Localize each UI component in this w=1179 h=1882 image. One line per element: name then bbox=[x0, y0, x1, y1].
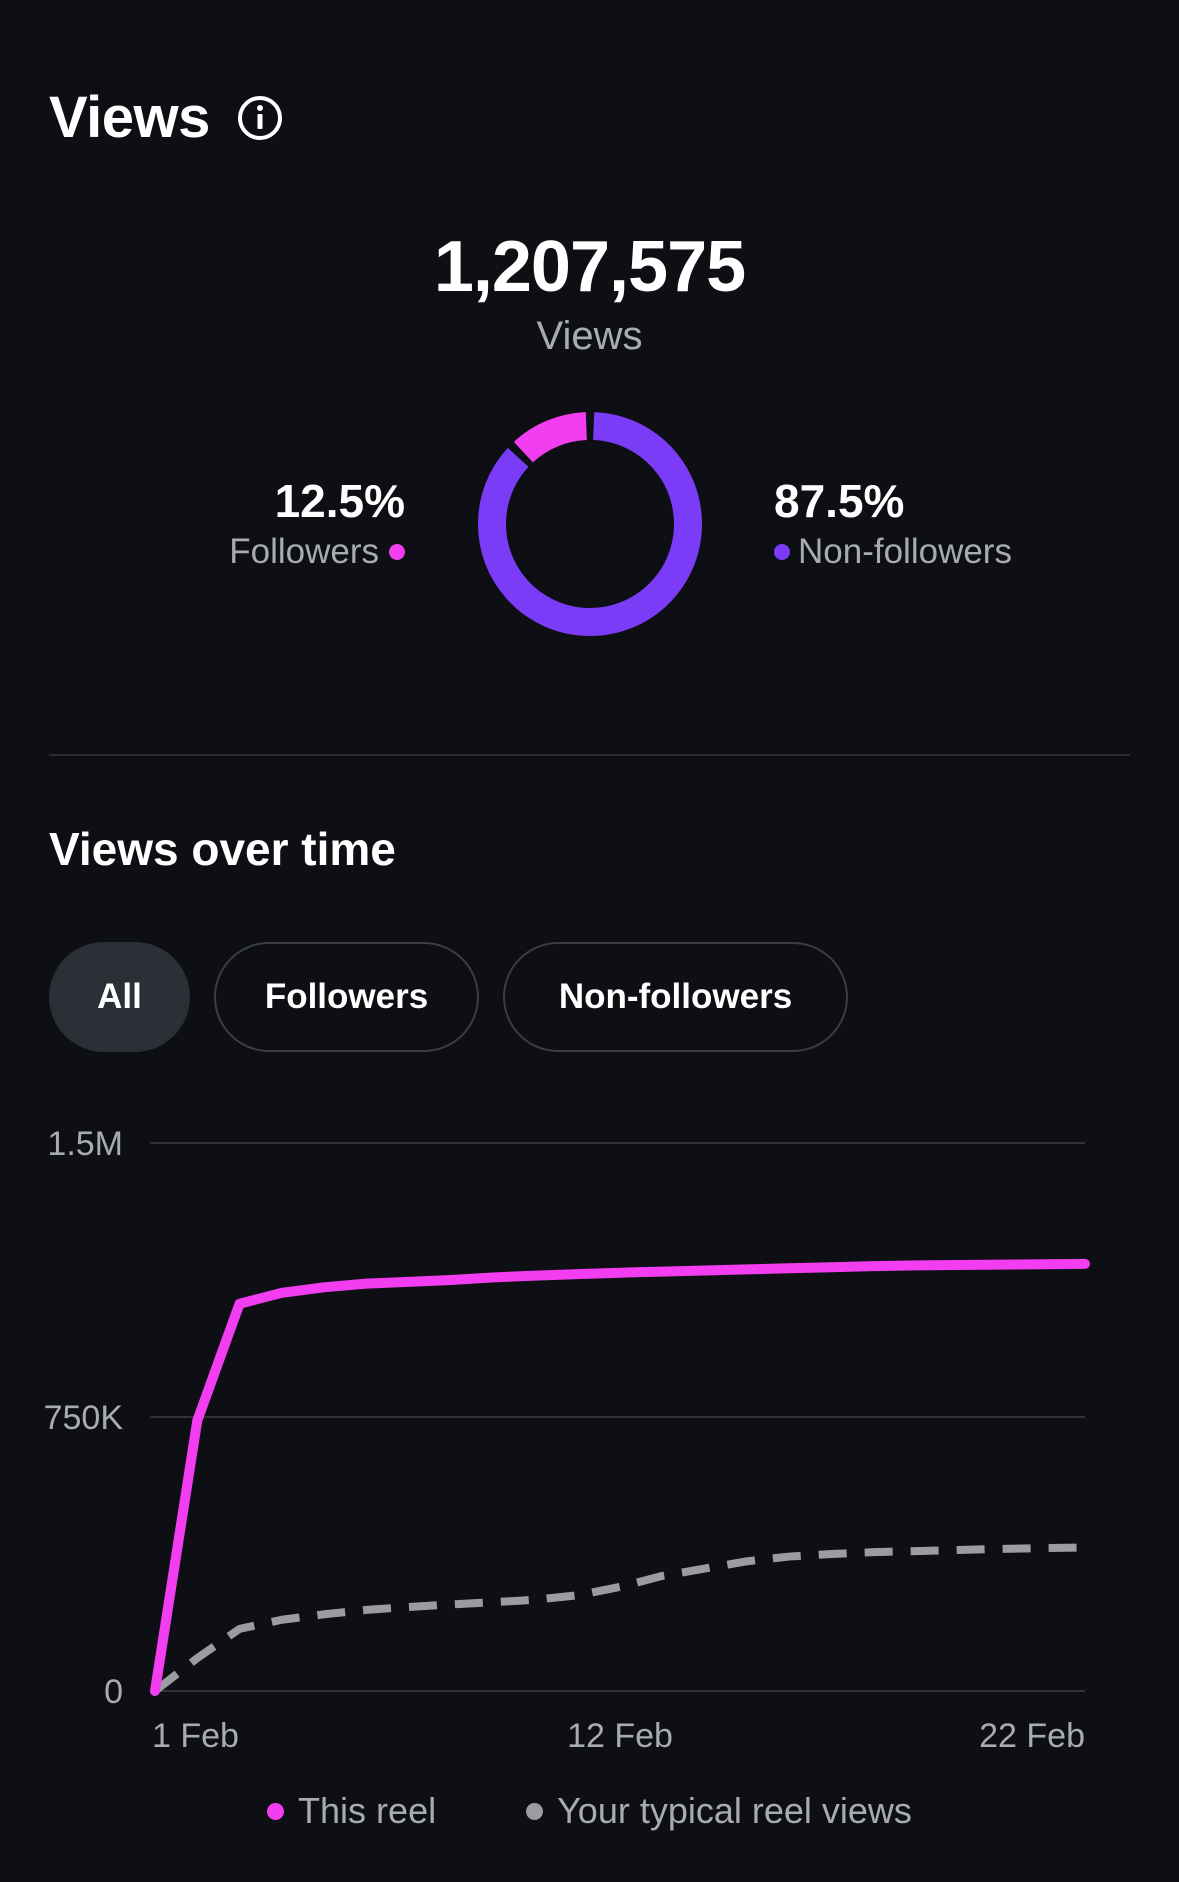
filter-all-button[interactable]: All bbox=[49, 942, 190, 1052]
filter-followers-button[interactable]: Followers bbox=[214, 942, 479, 1052]
chart-legend: This reel Your typical reel views bbox=[0, 1790, 1179, 1832]
views-donut-chart bbox=[478, 412, 702, 636]
this-reel-dot-icon bbox=[267, 1802, 285, 1820]
followers-pct: 12.5% bbox=[274, 475, 405, 527]
legend-item-typical: Your typical reel views bbox=[526, 1790, 912, 1832]
x-tick-label: 12 Feb bbox=[567, 1717, 673, 1755]
non-followers-slice bbox=[478, 412, 702, 636]
legend-label: This reel bbox=[298, 1790, 437, 1831]
total-views-label: Views bbox=[536, 314, 643, 358]
y-tick-label: 0 bbox=[104, 1673, 123, 1711]
filter-pills: All Followers Non-followers bbox=[49, 942, 872, 1052]
views-over-time-chart: 1.5M 750K 0 1 Feb 12 Feb 22 Feb bbox=[44, 1125, 1090, 1755]
page-title: Views bbox=[49, 85, 210, 150]
non-followers-dot-icon bbox=[774, 544, 790, 560]
divider bbox=[49, 754, 1130, 756]
followers-label: Followers bbox=[229, 532, 379, 571]
this-reel-line bbox=[150, 1258, 1090, 1696]
total-views: 1,207,575 bbox=[433, 227, 746, 307]
followers-dot-icon bbox=[389, 544, 405, 560]
non-followers-pct: 87.5% bbox=[774, 475, 905, 527]
non-followers-label: Non-followers bbox=[798, 532, 1012, 571]
views-header: Views bbox=[49, 84, 284, 151]
non-followers-split: 87.5% Non-followers bbox=[774, 474, 1012, 572]
views-over-time-title: Views over time bbox=[49, 823, 396, 875]
typical-reel-line bbox=[152, 1543, 1086, 1695]
x-tick-label: 22 Feb bbox=[979, 1717, 1085, 1755]
followers-slice bbox=[513, 412, 588, 463]
followers-split: 12.5% Followers bbox=[229, 474, 405, 572]
typical-reel-dot-icon bbox=[526, 1802, 544, 1820]
legend-item-this-reel: This reel bbox=[267, 1790, 436, 1832]
legend-label: Your typical reel views bbox=[557, 1790, 912, 1831]
x-tick-label: 1 Feb bbox=[152, 1717, 239, 1755]
y-tick-label: 1.5M bbox=[47, 1125, 123, 1163]
filter-non-followers-button[interactable]: Non-followers bbox=[503, 942, 848, 1052]
y-tick-label: 750K bbox=[44, 1399, 124, 1437]
info-icon[interactable] bbox=[236, 94, 284, 142]
